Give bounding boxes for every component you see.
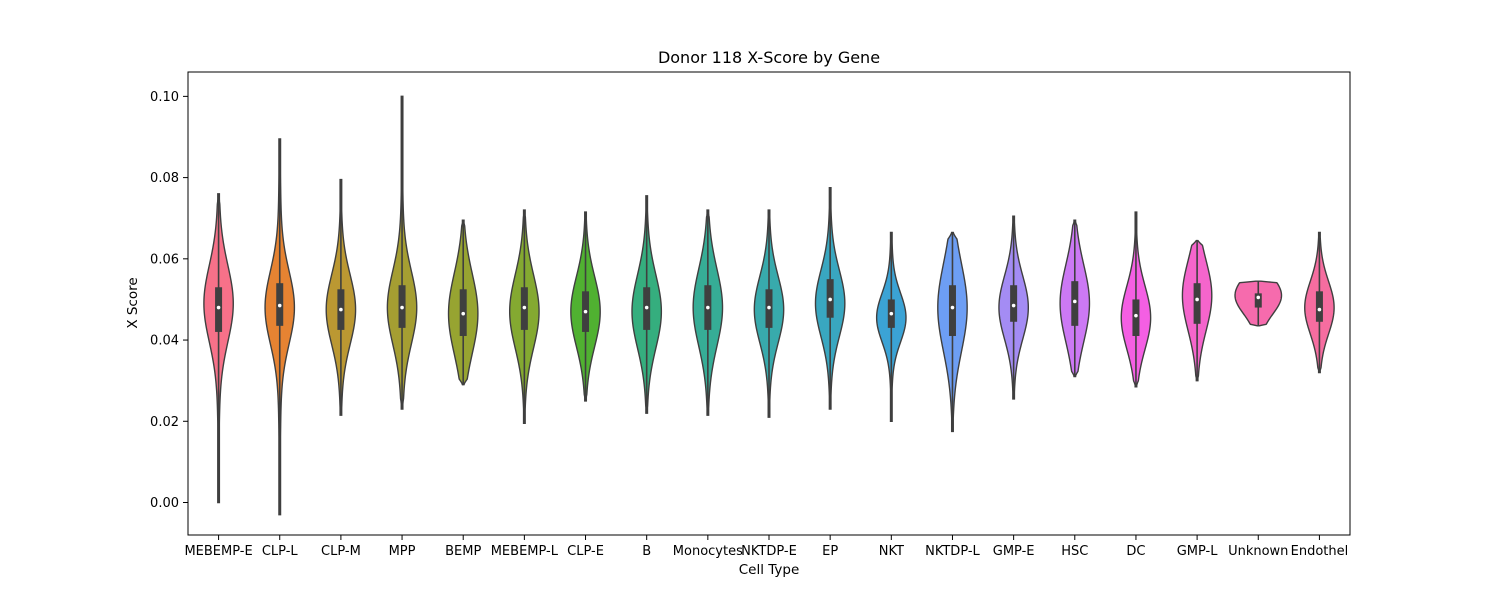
iqr-box [215,287,223,332]
y-tick-label: 0.02 [150,415,179,430]
x-tick-label: B [642,544,651,559]
x-tick-label: CLP-L [262,544,299,559]
x-tick-label: GMP-L [1177,544,1219,559]
x-tick-label: NKTDP-L [925,544,980,559]
y-tick-label: 0.06 [150,252,179,267]
x-tick-label: MPP [389,544,416,559]
x-tick-label: NKTDP-E [741,544,797,559]
median-point [216,305,221,310]
x-tick-label: NKT [879,544,904,559]
median-point [1072,299,1077,304]
median-point [1317,307,1322,312]
iqr-box [1071,281,1079,326]
plot-frame [187,71,1351,536]
x-tick-label: Endothel [1291,544,1349,559]
median-point [767,305,771,310]
median-point [950,305,955,310]
iqr-box [1132,299,1140,336]
median-point [339,307,343,312]
boxes-layer [215,96,1323,515]
median-point [706,305,710,310]
x-tick-label: DC [1126,544,1145,559]
y-tick-label: 0.08 [150,171,179,186]
iqr-box [1010,285,1018,322]
x-tick-label: Monocytes [673,544,743,559]
y-axis: 0.00 0.02 0.04 0.06 0.08 0.10 [150,90,188,511]
y-tick-label: 0.10 [150,90,179,105]
median-point [400,305,404,310]
median-point [1011,303,1016,308]
x-axis-label: Cell Type [739,562,800,578]
x-tick-label: EP [822,544,838,559]
median-point [583,309,588,314]
iqr-box [1254,293,1262,308]
x-axis: MEBEMP-E CLP-L CLP-M MPP BEMP MEBEMP-L CLP-E B M… [184,535,1348,559]
x-tick-label: MEBEMP-E [184,544,252,559]
median-point [461,311,466,316]
y-tick-label: 0.00 [150,496,179,511]
iqr-box [948,285,956,336]
chart-title: Donor 118 X-Score by Gene [658,48,880,67]
median-point [1195,297,1199,302]
median-point [277,303,282,308]
x-tick-label: CLP-E [567,544,604,559]
x-tick-label: Unknown [1228,544,1288,559]
x-tick-label: MEBEMP-L [491,544,559,559]
y-axis-label: X Score [125,277,141,328]
x-tick-label: GMP-E [993,544,1035,559]
y-tick-label: 0.04 [150,334,179,349]
median-point [1134,313,1138,318]
iqr-box [1315,291,1323,322]
iqr-box [1193,283,1201,324]
median-point [644,305,649,310]
median-point [889,311,894,316]
x-tick-label: BEMP [445,544,481,559]
median-point [522,305,527,310]
x-tick-label: CLP-M [321,544,361,559]
median-point [828,297,832,302]
x-tick-label: HSC [1061,544,1088,559]
median-point [1256,295,1261,300]
